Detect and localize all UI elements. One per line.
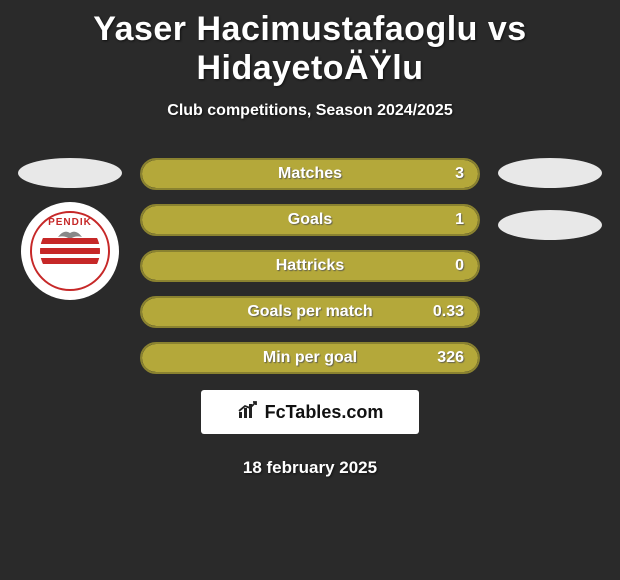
stats-area: PENDIK Matche xyxy=(10,158,610,374)
stat-label: Min per goal xyxy=(263,349,357,367)
brand-text: FcTables.com xyxy=(265,402,384,423)
stat-value-right: 0.33 xyxy=(433,303,464,321)
player-photo-placeholder-left xyxy=(18,158,122,188)
left-player-column: PENDIK xyxy=(10,158,130,300)
stat-label: Matches xyxy=(278,165,342,183)
club-badge-placeholder-right xyxy=(498,210,602,240)
right-player-column xyxy=(490,158,610,240)
player-photo-placeholder-right xyxy=(498,158,602,188)
club-badge-stripes xyxy=(40,221,100,281)
chart-icon xyxy=(237,400,259,425)
stat-label: Goals xyxy=(288,211,332,229)
club-badge-inner: PENDIK xyxy=(30,211,110,291)
stat-bar: Goals 1 xyxy=(140,204,480,236)
brand-bar[interactable]: FcTables.com xyxy=(201,390,419,434)
stat-value-right: 3 xyxy=(455,165,464,183)
stat-bar: Hattricks 0 xyxy=(140,250,480,282)
page-title: Yaser Hacimustafaoglu vs HidayetoÄŸlu xyxy=(10,10,610,88)
stat-value-right: 1 xyxy=(455,211,464,229)
stat-label: Goals per match xyxy=(247,303,372,321)
stat-label: Hattricks xyxy=(276,257,344,275)
page-container: Yaser Hacimustafaoglu vs HidayetoÄŸlu Cl… xyxy=(0,0,620,580)
club-badge-left: PENDIK xyxy=(21,202,119,300)
stat-bars: Matches 3 Goals 1 Hattricks 0 Goals per match 0… xyxy=(140,158,480,374)
page-subtitle: Club competitions, Season 2024/2025 xyxy=(10,102,610,120)
stat-bar: Goals per match 0.33 xyxy=(140,296,480,328)
date-text: 18 february 2025 xyxy=(10,458,610,478)
stat-value-right: 0 xyxy=(455,257,464,275)
stat-bar: Matches 3 xyxy=(140,158,480,190)
stat-value-right: 326 xyxy=(437,349,464,367)
stat-bar: Min per goal 326 xyxy=(140,342,480,374)
